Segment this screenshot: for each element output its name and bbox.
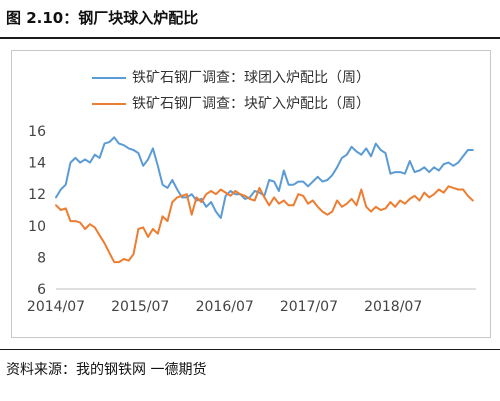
x-tick-label-2: 2016/07 bbox=[196, 299, 254, 315]
y-tick-label-8: 8 bbox=[37, 250, 46, 266]
y-tick-label-16: 16 bbox=[28, 124, 46, 140]
x-axis: 2014/07 2015/07 2016/07 2017/07 2018/07 bbox=[27, 288, 476, 315]
y-tick-label-12: 12 bbox=[28, 187, 46, 203]
y-tick-label-10: 10 bbox=[28, 219, 46, 235]
x-tick-label-4: 2018/07 bbox=[364, 299, 422, 315]
figure-title: 图 2.10：钢厂块球入炉配比 bbox=[6, 9, 199, 27]
y-tick-label-14: 14 bbox=[28, 156, 46, 172]
top-divider bbox=[0, 37, 500, 39]
x-tick-label-3: 2017/07 bbox=[280, 299, 338, 315]
bottom-divider bbox=[0, 349, 500, 350]
legend-swatch-lump bbox=[92, 103, 126, 105]
x-tick-label-0: 2014/07 bbox=[27, 299, 85, 315]
y-tick-label-6: 6 bbox=[37, 282, 46, 298]
legend-label-pellet: 铁矿石钢厂调查：球团入炉配比（周） bbox=[132, 70, 370, 86]
series-layer bbox=[55, 136, 474, 264]
chart-frame: 6 8 10 12 14 16 2014/07 2015/07 2016/07 2017/07 2… bbox=[11, 50, 491, 338]
x-tick-label-1: 2015/07 bbox=[111, 299, 169, 315]
y-axis-labels: 6 8 10 12 14 16 bbox=[28, 124, 46, 298]
legend-label-lump: 铁矿石钢厂调查：块矿入炉配比（周） bbox=[132, 96, 370, 112]
legend-swatch-pellet bbox=[92, 77, 126, 79]
series-line-lump bbox=[55, 185, 474, 264]
source-note: 资料来源：我的钢铁网 一德期货 bbox=[6, 362, 207, 378]
series-line-pellet bbox=[55, 136, 474, 219]
